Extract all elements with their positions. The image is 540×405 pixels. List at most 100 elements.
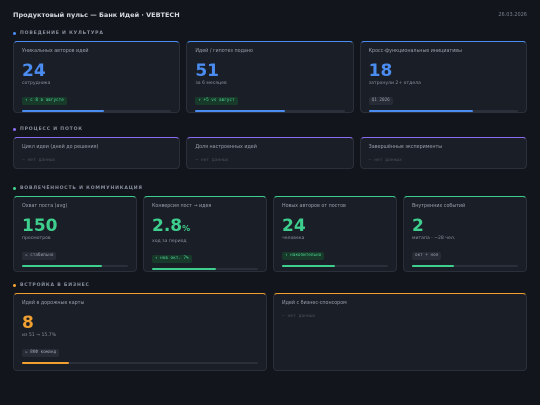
metric-card: Новых авторов от постов 24 человека ↑ накоп… bbox=[273, 196, 397, 272]
value: 2 bbox=[412, 216, 424, 236]
metric-note: человека bbox=[282, 236, 305, 241]
metric-card: Конверсия пост → идея 2.8% ход за период ↑ … bbox=[143, 196, 267, 272]
progress-track bbox=[152, 268, 258, 270]
progress-track bbox=[22, 110, 172, 112]
card-label: Цикл идеи (дней до решения) bbox=[22, 145, 99, 150]
section-header: ВОВЛЕЧЁННОСТЬ И КОММУНИКАЦИЯ bbox=[13, 184, 527, 192]
section-title: ПОВЕДЕНИЕ И КУЛЬТУРА bbox=[20, 30, 104, 36]
metric-note: затронули 2+ отдела bbox=[368, 81, 421, 86]
metric-value: 2 bbox=[412, 217, 518, 235]
card-label: Уникальных авторов идей bbox=[22, 49, 89, 54]
empty-state: — нет данных bbox=[195, 158, 229, 163]
empty-state: — нет данных bbox=[282, 314, 316, 319]
metric-note: за 6 месяцев bbox=[195, 81, 227, 86]
badge: ↑ накопительно bbox=[282, 251, 325, 260]
value: 51 bbox=[195, 61, 219, 81]
section-header: ПОВЕДЕНИЕ И КУЛЬТУРА bbox=[13, 29, 527, 37]
progress-fill bbox=[282, 265, 335, 267]
card-label: Идей с бизнес-спонсором bbox=[282, 301, 347, 306]
metric-card: Завершённые эксперименты — нет данных bbox=[359, 137, 527, 169]
metric-card: Идей / гипотез подано 51 за 6 месяцев ↑ +5 … bbox=[186, 41, 354, 113]
badge: окт + ноя bbox=[412, 251, 442, 260]
unit: % bbox=[182, 224, 191, 233]
metric-card: Охват поста (avg) 150 просмотров = стабильн… bbox=[13, 196, 137, 272]
section-header: ВСТРОЙКА В БИЗНЕС bbox=[13, 281, 527, 289]
metric-card: Уникальных авторов идей 24 сотрудника ↑ с 8… bbox=[13, 41, 181, 113]
card-label: Кросс-функциональные инициативы bbox=[368, 49, 462, 54]
metric-value: 24 bbox=[22, 62, 171, 80]
page-title: Продуктовый пульс — Банк Идей · VEBTECH bbox=[13, 11, 180, 19]
metric-note: ход за период bbox=[152, 239, 187, 244]
section: ПРОЦЕСС И ПОТОК Цикл идеи (дней до решени… bbox=[13, 125, 527, 169]
badge: ↑ с 8 в августе bbox=[22, 96, 67, 105]
section-title: ВСТРОЙКА В БИЗНЕС bbox=[20, 282, 90, 288]
card-label: Идей / гипотез подано bbox=[195, 49, 253, 54]
value: 150 bbox=[22, 216, 58, 236]
metric-value: 150 bbox=[22, 217, 128, 235]
metric-card: Доля настроенных идей — нет данных bbox=[186, 137, 354, 169]
metric-card: Внутренних событий 2 митапа · ~28 чел. окт … bbox=[403, 196, 527, 272]
progress-fill bbox=[412, 265, 455, 267]
progress-fill bbox=[22, 265, 102, 267]
metric-note: сотрудника bbox=[22, 81, 51, 86]
metric-note: митапа · ~28 чел. bbox=[412, 236, 456, 241]
progress-track bbox=[412, 265, 518, 267]
card-label: Охват поста (avg) bbox=[22, 204, 68, 209]
metric-value: 2.8% bbox=[152, 217, 258, 238]
metric-card: Идей с бизнес-спонсором — нет данных bbox=[273, 293, 527, 371]
empty-state: — нет данных bbox=[22, 158, 56, 163]
section-title: ПРОЦЕСС И ПОТОК bbox=[20, 126, 83, 132]
progress-fill bbox=[195, 110, 285, 112]
badge: = стабильно bbox=[22, 251, 57, 260]
metric-card: Кросс-функциональные инициативы 18 затрону… bbox=[359, 41, 527, 113]
card-row: Идей в дорожные карты 8 из 51 → 15.7% = 8КФ… bbox=[13, 293, 527, 371]
section-dot bbox=[13, 283, 16, 287]
section-dot bbox=[13, 186, 16, 190]
metric-card: Идей в дорожные карты 8 из 51 → 15.7% = 8КФ… bbox=[13, 293, 267, 371]
section-title: ВОВЛЕЧЁННОСТЬ И КОММУНИКАЦИЯ bbox=[20, 185, 143, 191]
value: 2.8 bbox=[152, 216, 183, 236]
progress-fill bbox=[22, 362, 70, 364]
value: 24 bbox=[22, 61, 46, 81]
card-row: Цикл идеи (дней до решения) — нет данных Д… bbox=[13, 137, 527, 169]
value: 18 bbox=[368, 61, 393, 81]
progress-fill bbox=[152, 268, 216, 270]
metric-card: Цикл идеи (дней до решения) — нет данных bbox=[13, 137, 181, 169]
empty-state: — нет данных bbox=[368, 158, 402, 163]
section: ВСТРОЙКА В БИЗНЕС Идей в дорожные карты 8 и… bbox=[13, 281, 527, 371]
progress-track bbox=[195, 110, 345, 112]
progress-track bbox=[368, 110, 518, 112]
card-label: Доля настроенных идей bbox=[195, 145, 257, 150]
card-label: Новых авторов от постов bbox=[282, 204, 346, 209]
section-dot bbox=[13, 31, 16, 35]
badge: ↑ +5 vs август bbox=[195, 96, 238, 105]
section-dot bbox=[13, 127, 16, 131]
progress-track bbox=[22, 265, 128, 267]
metric-note: из 51 → 15.7% bbox=[22, 333, 57, 338]
metric-value: 24 bbox=[282, 217, 388, 235]
section-header: ПРОЦЕСС И ПОТОК bbox=[13, 125, 527, 133]
progress-track bbox=[22, 362, 258, 364]
progress-fill bbox=[22, 110, 105, 112]
card-row: Охват поста (avg) 150 просмотров = стабильн… bbox=[13, 196, 527, 272]
badge: Q1 2026 bbox=[368, 96, 393, 105]
card-label: Внутренних событий bbox=[412, 204, 466, 209]
value: 24 bbox=[282, 216, 306, 236]
badge: = 8КФ команд bbox=[22, 348, 60, 357]
progress-fill bbox=[368, 110, 474, 112]
section: ВОВЛЕЧЁННОСТЬ И КОММУНИКАЦИЯ Охват поста … bbox=[13, 184, 527, 272]
value: 8 bbox=[22, 313, 34, 333]
metric-note: просмотров bbox=[22, 236, 51, 241]
metric-value: 8 bbox=[22, 314, 258, 332]
card-label: Конверсия пост → идея bbox=[152, 204, 212, 209]
card-label: Идей в дорожные карты bbox=[22, 301, 85, 306]
section: ПОВЕДЕНИЕ И КУЛЬТУРА Уникальных авторов и… bbox=[13, 29, 527, 113]
progress-track bbox=[282, 265, 388, 267]
card-label: Завершённые эксперименты bbox=[368, 145, 443, 150]
metric-value: 51 bbox=[195, 62, 344, 80]
badge: ↑ нов окт. 7% bbox=[152, 254, 192, 263]
metric-value: 18 bbox=[369, 62, 518, 80]
card-row: Уникальных авторов идей 24 сотрудника ↑ с 8… bbox=[13, 41, 527, 113]
date: 26.03.2026 bbox=[498, 12, 527, 18]
